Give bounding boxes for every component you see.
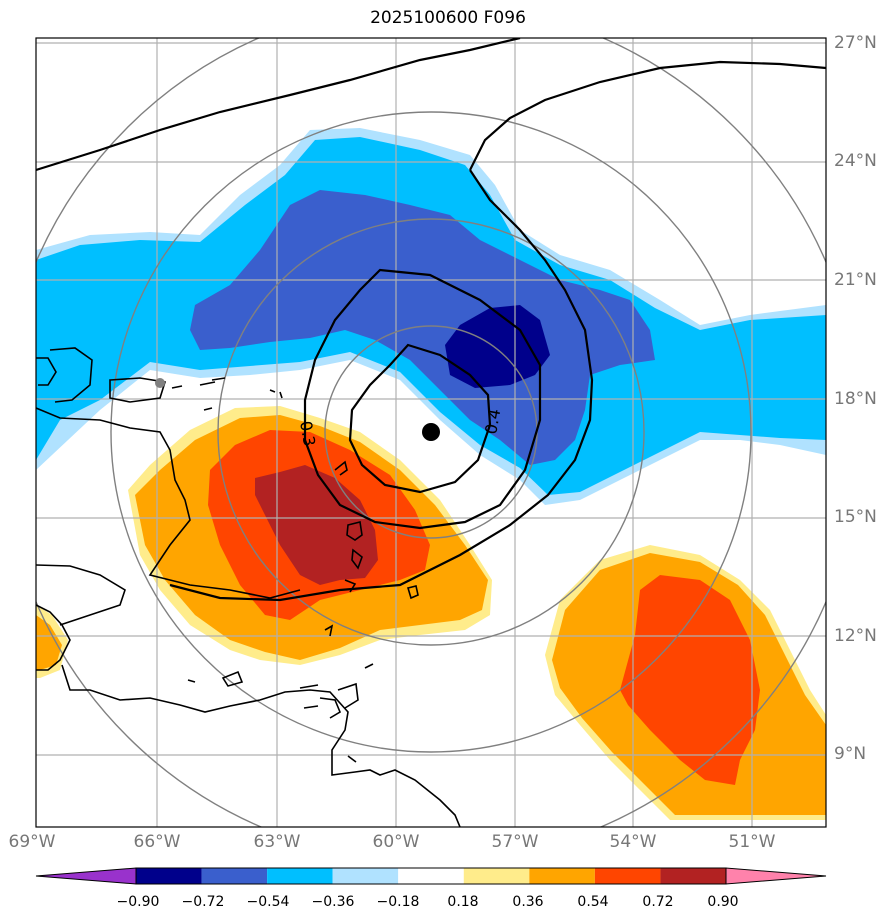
colorbar-segment [463,868,530,884]
lon-label-51w: 51°W [728,832,776,852]
lat-label-15n: 15°N [834,507,877,527]
lon-label-57w: 57°W [491,832,539,852]
shading-navy [445,305,550,388]
contour-storm-1 [348,343,492,494]
contours [36,38,826,602]
colorbar-label: 0.36 [512,894,544,910]
lat-label-24n: 24°N [834,151,877,171]
colorbar-segment [529,868,595,884]
lat-label-21n: 21°N [834,270,877,290]
shading-orange-west [36,615,62,670]
map-frame [35,37,827,828]
colorbar-label: −0.36 [311,894,355,910]
contour-outer [36,38,521,172]
map-title: 2025100600 F096 [370,8,526,28]
range-rings [36,38,826,827]
colorbar-segment [660,868,726,884]
colorbar-label: 0.18 [447,894,479,910]
contour-label-0-3: 0.3 [296,419,319,447]
lon-label-69w: 69°W [8,832,56,852]
colorbar-segment [267,868,333,884]
lon-label-60w: 60°W [372,832,420,852]
contour-label-0-4: 0.4 [481,407,504,435]
colorbar-label: 0.72 [642,894,674,910]
colorbar-extend-high [725,867,827,885]
colorbar-label: 0.90 [707,894,739,910]
shading-darkred [255,465,378,585]
coastlines [36,347,461,827]
colorbar-segment [332,868,399,884]
colorbar-extend-low [35,867,137,885]
lat-label-9n: 9°N [834,744,867,764]
graticule [36,38,826,827]
colorbar [35,867,827,885]
storm-center-marker [422,423,440,441]
lon-label-66w: 66°W [133,832,181,852]
lon-label-63w: 63°W [253,832,301,852]
colorbar-label: −0.18 [376,894,420,910]
gray-point-marker [155,378,165,388]
shading-redorange-east [620,575,760,785]
contour-north [469,60,826,171]
colorbar-segment [594,868,661,884]
colorbar-label: −0.54 [246,894,290,910]
colorbar-segment [136,868,202,884]
contour-storm-3 [169,169,594,602]
contour-storm-2 [303,268,542,530]
lat-label-27n: 27°N [834,33,877,53]
colorbar-label: −0.72 [181,894,225,910]
lat-label-18n: 18°N [834,389,877,409]
colorbar-label: −0.90 [116,894,160,910]
colorbar-label: 0.54 [577,894,609,910]
lat-label-12n: 12°N [834,626,877,646]
colorbar-segment [201,868,268,884]
colorbar-segment [398,868,464,884]
lon-label-54w: 54°W [609,832,657,852]
colorbar-frame [135,867,727,885]
